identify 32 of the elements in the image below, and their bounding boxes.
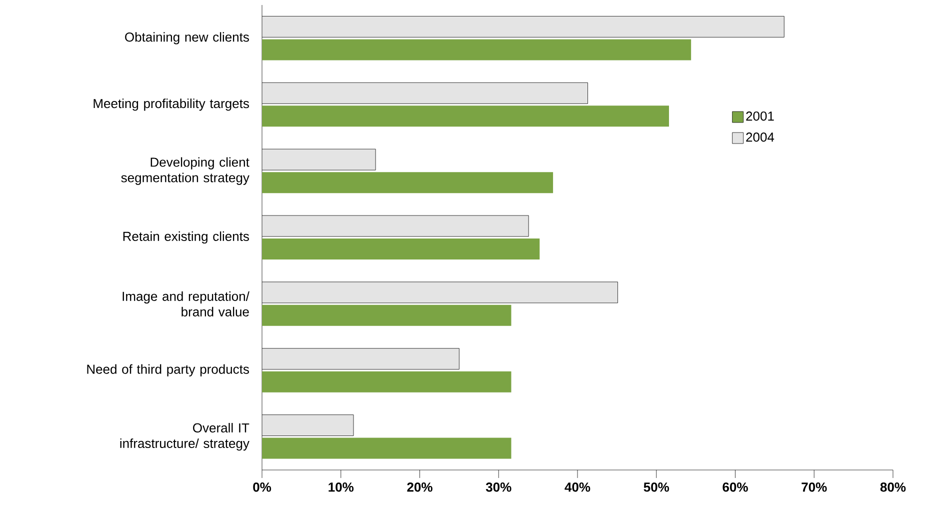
x-tick-label: 10% bbox=[328, 482, 354, 492]
y-tick-label: Developing client segmentation strategy bbox=[121, 157, 250, 185]
bar bbox=[262, 238, 540, 260]
x-tick-label: 30% bbox=[486, 482, 512, 492]
bar bbox=[262, 106, 669, 127]
bar bbox=[262, 371, 512, 392]
bar bbox=[262, 16, 784, 38]
bar bbox=[262, 438, 512, 459]
y-tick-label: Retain existing clients bbox=[123, 231, 249, 244]
bar bbox=[262, 215, 529, 237]
bar bbox=[262, 82, 588, 104]
x-tick-label: 60% bbox=[722, 482, 748, 492]
x-tick-label: 80% bbox=[880, 482, 906, 492]
y-tick-label: Meeting profitability targets bbox=[94, 98, 249, 111]
bar bbox=[262, 172, 554, 194]
bar bbox=[262, 39, 692, 60]
y-tick-label: Obtaining new clients bbox=[125, 32, 249, 44]
y-tick-label: Overall IT infrastructure/ strategy bbox=[120, 422, 250, 451]
x-tick-label: 70% bbox=[802, 482, 827, 492]
bar bbox=[262, 304, 512, 326]
bar bbox=[262, 414, 354, 436]
bar bbox=[262, 348, 460, 370]
x-tick-label: 0% bbox=[253, 482, 272, 492]
x-tick-label: 20% bbox=[407, 482, 432, 492]
y-tick-label: Image and reputation/ brand value bbox=[122, 291, 250, 316]
bar bbox=[262, 282, 618, 304]
x-tick-label: 40% bbox=[564, 482, 590, 492]
bar bbox=[262, 148, 376, 170]
x-tick-label: 50% bbox=[644, 482, 670, 492]
legend-label: 2001 bbox=[746, 112, 774, 121]
legend-label: 2004 bbox=[746, 132, 774, 142]
y-tick-label: Need of third party products bbox=[87, 364, 249, 376]
